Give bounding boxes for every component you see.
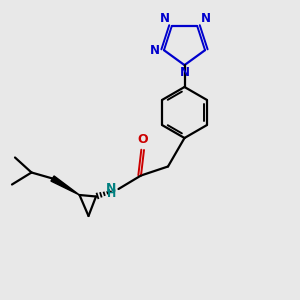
Text: N: N <box>159 11 170 25</box>
Text: N: N <box>201 11 211 25</box>
Text: N: N <box>150 44 161 57</box>
Text: N: N <box>106 182 116 195</box>
Text: O: O <box>137 133 148 146</box>
Text: H: H <box>107 189 116 200</box>
Polygon shape <box>51 176 80 195</box>
Text: N: N <box>179 66 190 79</box>
